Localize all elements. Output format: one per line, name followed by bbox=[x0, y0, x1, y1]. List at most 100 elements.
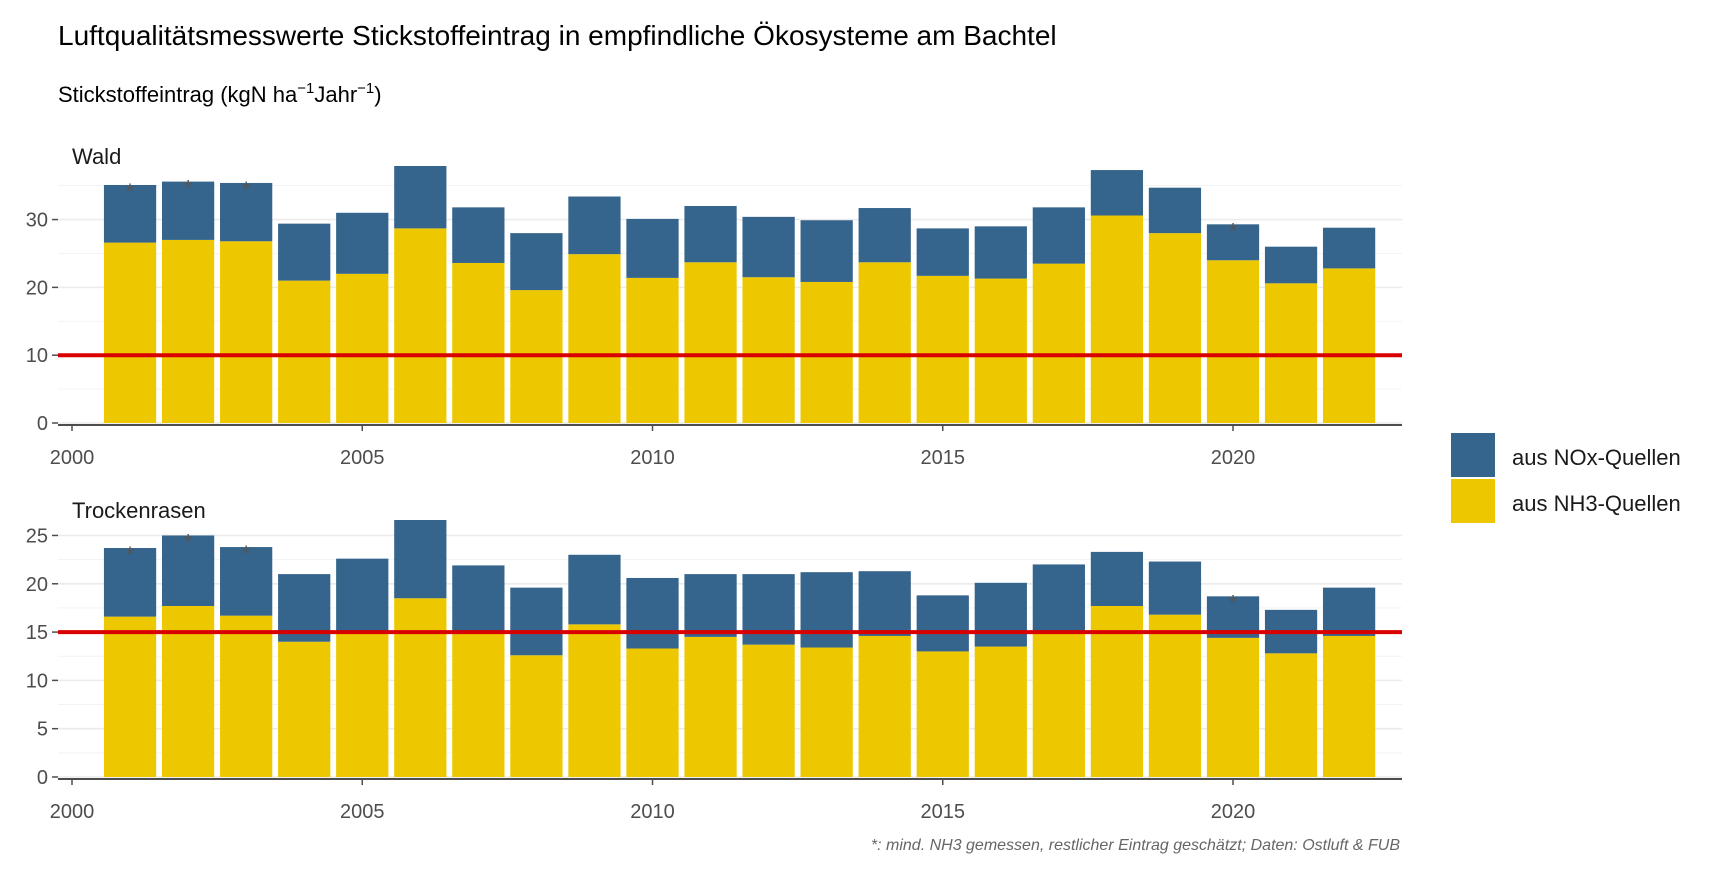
bar-nox-2013 bbox=[800, 572, 853, 648]
bar-nh3-2019 bbox=[1148, 233, 1202, 423]
bar-nox-2008 bbox=[510, 587, 563, 656]
bar-nox-2015 bbox=[916, 595, 969, 652]
bar-nh3-2011 bbox=[684, 636, 737, 777]
bar-nox-2002 bbox=[161, 181, 215, 240]
x-tick-label: 2020 bbox=[1211, 801, 1256, 823]
y-tick-label: 25 bbox=[26, 525, 48, 547]
y-tick-label: 0 bbox=[37, 767, 48, 789]
bar-nh3-2010 bbox=[626, 648, 679, 777]
bar-nh3-2009 bbox=[568, 254, 621, 423]
bar-nox-2001 bbox=[103, 548, 157, 617]
x-tick-label: 2015 bbox=[921, 801, 966, 823]
bar-nh3-2012 bbox=[742, 277, 795, 423]
panel-wald: Wald 0 10 20 30 * * * * 2000 2005 2010 2015 2020 bbox=[26, 144, 1402, 469]
bar-nox-2017 bbox=[1032, 564, 1085, 633]
y-tick-label: 20 bbox=[26, 574, 48, 596]
bar-nox-2018 bbox=[1090, 551, 1144, 606]
bar-nh3-2019 bbox=[1148, 614, 1202, 777]
chart-caption: *: mind. NH3 gemessen, restlicher Eintra… bbox=[871, 837, 1400, 854]
bar-nox-2014 bbox=[858, 208, 911, 263]
bar-nh3-2016 bbox=[974, 646, 1027, 777]
bar-nox-2020 bbox=[1206, 224, 1260, 261]
y-tick-label: 10 bbox=[26, 345, 48, 367]
bar-nox-2011 bbox=[684, 574, 737, 637]
bar-nox-2007 bbox=[452, 207, 505, 263]
bar-nox-2006 bbox=[394, 520, 447, 599]
bar-nh3-2022 bbox=[1322, 635, 1376, 777]
y-tick-label: 10 bbox=[26, 670, 48, 692]
bar-nh3-2020 bbox=[1206, 637, 1260, 777]
legend-key-nox bbox=[1451, 433, 1495, 477]
y-tick-label: 30 bbox=[26, 210, 48, 232]
bar-nox-2014 bbox=[858, 571, 911, 636]
bar-nh3-2018 bbox=[1090, 215, 1144, 423]
x-tick-label: 2000 bbox=[50, 447, 95, 469]
star-marker-2002: * bbox=[184, 529, 193, 554]
bar-nh3-2017 bbox=[1032, 632, 1085, 777]
bar-nh3-2006 bbox=[394, 228, 447, 423]
bar-nox-2007 bbox=[452, 565, 505, 633]
bar-nh3-2011 bbox=[684, 262, 737, 423]
y-tick-label: 5 bbox=[37, 719, 48, 741]
y-tick-label: 15 bbox=[26, 622, 48, 644]
bar-nox-2004 bbox=[278, 223, 331, 281]
bar-nox-2009 bbox=[568, 554, 621, 625]
bar-nox-2005 bbox=[336, 558, 389, 633]
legend-label-nox: aus NOx-Quellen bbox=[1512, 445, 1681, 470]
y-tick-label: 20 bbox=[26, 277, 48, 299]
bar-nh3-2004 bbox=[278, 641, 331, 777]
bar-nh3-2001 bbox=[103, 242, 157, 423]
star-marker-2003: * bbox=[242, 177, 251, 202]
bar-nox-2022 bbox=[1322, 227, 1376, 269]
bar-nh3-2018 bbox=[1090, 605, 1144, 777]
bar-nh3-2001 bbox=[103, 616, 157, 777]
bar-nh3-2007 bbox=[452, 262, 505, 423]
bar-nh3-2007 bbox=[452, 632, 505, 777]
legend-label-nh3: aus NH3-Quellen bbox=[1512, 491, 1681, 516]
bar-nh3-2017 bbox=[1032, 263, 1085, 423]
bar-nox-2017 bbox=[1032, 207, 1085, 264]
bar-nox-2019 bbox=[1148, 561, 1202, 615]
bar-nox-2003 bbox=[220, 182, 273, 242]
star-marker-2001: * bbox=[126, 542, 135, 567]
bar-nox-2018 bbox=[1090, 170, 1144, 216]
bar-nox-2002 bbox=[161, 535, 215, 606]
bar-nh3-2013 bbox=[800, 281, 853, 423]
bar-nh3-2006 bbox=[394, 598, 447, 777]
bar-nh3-2002 bbox=[161, 605, 215, 777]
bar-nh3-2022 bbox=[1322, 268, 1376, 423]
bar-nh3-2014 bbox=[858, 262, 911, 423]
panel-label-wald: Wald bbox=[72, 144, 121, 169]
y-tick-label: 0 bbox=[37, 413, 48, 435]
x-tick-label: 2010 bbox=[630, 801, 675, 823]
bar-nh3-2013 bbox=[800, 647, 853, 777]
x-tick-label: 2005 bbox=[340, 447, 385, 469]
bar-nh3-2021 bbox=[1264, 653, 1318, 777]
bar-nh3-2020 bbox=[1206, 260, 1260, 423]
bar-nox-2016 bbox=[974, 582, 1027, 647]
bar-nh3-2003 bbox=[220, 615, 273, 777]
star-marker-2002: * bbox=[184, 176, 193, 201]
bar-nh3-2021 bbox=[1264, 283, 1318, 423]
panel-label-trockenrasen: Trockenrasen bbox=[72, 498, 206, 523]
bar-nh3-2002 bbox=[161, 239, 215, 423]
bar-nox-2006 bbox=[394, 166, 447, 229]
x-tick-label: 2005 bbox=[340, 801, 385, 823]
bar-nox-2013 bbox=[800, 220, 853, 282]
star-marker-2003: * bbox=[242, 541, 251, 566]
legend-key-nh3 bbox=[1451, 479, 1495, 523]
bar-nh3-2014 bbox=[858, 635, 911, 777]
bar-nox-2010 bbox=[626, 218, 679, 278]
bar-nh3-2008 bbox=[510, 655, 563, 777]
star-marker-2001: * bbox=[126, 179, 135, 204]
bar-nox-2001 bbox=[103, 184, 157, 243]
legend: aus NOx-Quellen aus NH3-Quellen bbox=[1451, 433, 1681, 523]
bar-nox-2005 bbox=[336, 212, 389, 274]
bar-nox-2015 bbox=[916, 228, 969, 276]
bar-nh3-2003 bbox=[220, 241, 273, 423]
bar-nh3-2005 bbox=[336, 273, 389, 423]
bar-nh3-2012 bbox=[742, 644, 795, 777]
x-tick-label: 2020 bbox=[1211, 447, 1256, 469]
